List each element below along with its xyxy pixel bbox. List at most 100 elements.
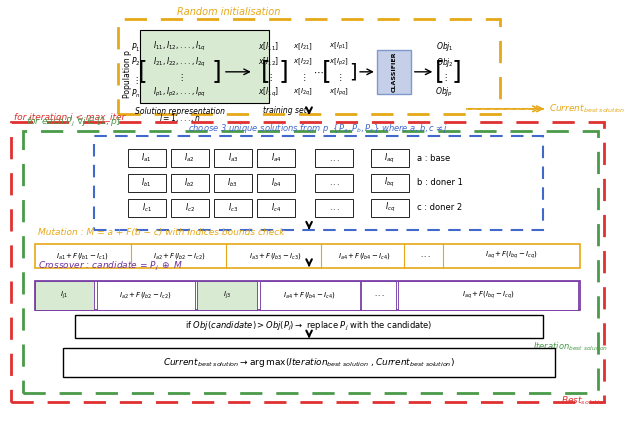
FancyBboxPatch shape [362,281,396,310]
Text: b : doner 1: b : doner 1 [417,178,463,187]
Text: $\vdots$: $\vdots$ [177,72,183,82]
Text: $I_{p1}, I_{p2}, ..., I_{pq}$: $I_{p1}, I_{p2}, ..., I_{pq}$ [154,86,206,99]
Text: $I_{a2}+F(I_{b2}-I_{c2})$: $I_{a2}+F(I_{b2}-I_{c2})$ [120,290,173,300]
Text: $x[I_{p2}]$: $x[I_{p2}]$ [329,56,349,68]
FancyBboxPatch shape [214,149,252,167]
Text: Solution representation: Solution representation [135,107,225,116]
Text: $Obj_2$: $Obj_2$ [436,56,453,69]
Text: $x[I_{pq}]$: $x[I_{pq}]$ [329,87,348,98]
Text: $\left[\right.$: $\left[\right.$ [434,58,443,85]
Text: $I_{a2}+F(I_{b2}-I_{c2})$: $I_{a2}+F(I_{b2}-I_{c2})$ [154,251,206,260]
Text: $I_{b4}$: $I_{b4}$ [271,176,281,189]
Text: $Current_{best\ solution} \rightarrow \arg\max \left( Iteration_{best\ solution}: $Current_{best\ solution} \rightarrow \a… [163,356,455,369]
Text: $\left.\right]$: $\left.\right]$ [349,61,357,82]
Text: $I_{c1}$: $I_{c1}$ [141,202,152,214]
Text: c : doner 2: c : doner 2 [417,203,462,212]
Text: $\left[\right.$: $\left[\right.$ [137,58,147,85]
Text: $\vdots$: $\vdots$ [132,75,139,86]
Text: Population p: Population p [123,50,132,98]
Text: $I_{a3}+F(I_{b3}-I_{c3})$: $I_{a3}+F(I_{b3}-I_{c3})$ [249,251,302,260]
FancyBboxPatch shape [257,174,295,192]
Text: $I_{b3}$: $I_{b3}$ [227,176,238,189]
Text: for each $P_j\ \forall j \in [1,p]$: for each $P_j\ \forall j \in [1,p]$ [26,116,120,129]
Text: $...$: $...$ [328,154,340,163]
FancyBboxPatch shape [97,281,195,310]
FancyBboxPatch shape [127,198,166,217]
FancyBboxPatch shape [371,174,409,192]
FancyBboxPatch shape [127,174,166,192]
FancyBboxPatch shape [257,149,295,167]
Text: $I_{j1}$: $I_{j1}$ [60,289,68,301]
Text: Mutation : M = a + F(b − c) with indices bounds check: Mutation : M = a + F(b − c) with indices… [38,228,285,237]
Text: $\left[\right.$: $\left[\right.$ [321,58,330,85]
Text: $x[I_{p1}]$: $x[I_{p1}]$ [329,41,349,52]
Text: $I_{cq}$: $I_{cq}$ [385,201,395,214]
Text: $x[I_{22}]$: $x[I_{22}]$ [293,57,313,67]
Text: $\vdots$: $\vdots$ [300,72,306,82]
Text: $I_{b1}$: $I_{b1}$ [141,176,152,189]
Text: training set: training set [262,106,307,115]
Text: $P_1$: $P_1$ [131,41,140,54]
Text: $I_{aq}$: $I_{aq}$ [385,152,395,165]
Text: $Obj_1$: $Obj_1$ [436,40,453,53]
Text: $I_{a4}+F(I_{b4}-I_{c4})$: $I_{a4}+F(I_{b4}-I_{c4})$ [338,251,391,260]
FancyBboxPatch shape [171,198,209,217]
FancyBboxPatch shape [76,315,543,338]
Text: $P_n$: $P_n$ [131,88,140,100]
Text: $Obj_p$: $Obj_p$ [435,86,454,99]
Text: $\vdots$: $\vdots$ [441,72,448,82]
FancyBboxPatch shape [197,281,257,310]
Text: $\left.\right]$: $\left.\right]$ [211,58,220,85]
Text: $x[I_{11}]$: $x[I_{11}]$ [259,40,280,53]
Text: $...$: $...$ [328,178,340,187]
Text: $x[I_{2q}]$: $x[I_{2q}]$ [293,87,313,98]
Text: $Iteration_{best\ solution}$: $Iteration_{best\ solution}$ [532,341,607,353]
Text: if $Obj(candidate) > Obj(P_j) \rightarrow$ replace $P_j$ with the candidate): if $Obj(candidate) > Obj(P_j) \rightarro… [186,320,433,333]
Text: $Current_{best\ solution}$: $Current_{best\ solution}$ [549,102,625,115]
FancyBboxPatch shape [63,348,556,377]
FancyBboxPatch shape [398,281,578,310]
Text: $l = 1, ..., n$: $l = 1, ..., n$ [159,113,201,124]
Text: Crossover : candidate = $P_j\ \oplus\ M$: Crossover : candidate = $P_j\ \oplus\ M$ [38,260,184,273]
FancyBboxPatch shape [35,281,93,310]
Text: a : base: a : base [417,154,450,163]
Text: $\left[\right.$: $\left[\right.$ [260,58,269,85]
Text: $I_{c4}$: $I_{c4}$ [271,202,281,214]
Text: $I_{aq}+F(I_{bq}-I_{cq})$: $I_{aq}+F(I_{bq}-I_{cq})$ [461,290,515,301]
Text: $...$: $...$ [374,292,384,298]
Text: $I_{a1}$: $I_{a1}$ [141,152,152,164]
FancyBboxPatch shape [260,281,360,310]
Text: $I_{bq}$: $I_{bq}$ [384,176,395,189]
Text: $\left.\right]$: $\left.\right]$ [278,58,287,85]
FancyBboxPatch shape [127,149,166,167]
Text: $I_{a4}+F(I_{b4}-I_{c4})$: $I_{a4}+F(I_{b4}-I_{c4})$ [283,290,336,300]
FancyBboxPatch shape [371,198,409,217]
FancyBboxPatch shape [214,174,252,192]
Text: choose 3 unique solutions from p  $\{P_a, P_b, P_c\}$ where $a, b, c \neq j$: choose 3 unique solutions from p $\{P_a,… [188,122,449,135]
FancyBboxPatch shape [171,174,209,192]
FancyBboxPatch shape [257,198,295,217]
Text: $\vdots$: $\vdots$ [266,72,273,82]
FancyBboxPatch shape [35,244,580,268]
FancyBboxPatch shape [378,50,412,94]
Text: $I_{a4}$: $I_{a4}$ [271,152,281,164]
Text: Random initialisation: Random initialisation [177,7,280,17]
Text: $...$: $...$ [420,253,431,259]
Text: $x[I_{1q}]$: $x[I_{1q}]$ [259,86,280,99]
Text: $I_{c2}$: $I_{c2}$ [185,202,195,214]
Text: CLASSIFIER: CLASSIFIER [392,51,397,92]
Text: $Best_{solution}$: $Best_{solution}$ [561,395,607,408]
Text: $I_{a3}$: $I_{a3}$ [227,152,238,164]
Text: $P_2$: $P_2$ [131,56,140,68]
FancyBboxPatch shape [316,174,353,192]
Text: $I_{a2}$: $I_{a2}$ [184,152,195,164]
Text: $x[I_{12}]$: $x[I_{12}]$ [259,56,280,68]
Text: $I_{b2}$: $I_{b2}$ [184,176,195,189]
FancyBboxPatch shape [171,149,209,167]
FancyBboxPatch shape [371,149,409,167]
Text: $\cdots$: $\cdots$ [313,67,324,77]
FancyBboxPatch shape [214,198,252,217]
Text: $\vdots$: $\vdots$ [335,72,342,82]
FancyBboxPatch shape [316,149,353,167]
Text: $...$: $...$ [328,203,340,212]
